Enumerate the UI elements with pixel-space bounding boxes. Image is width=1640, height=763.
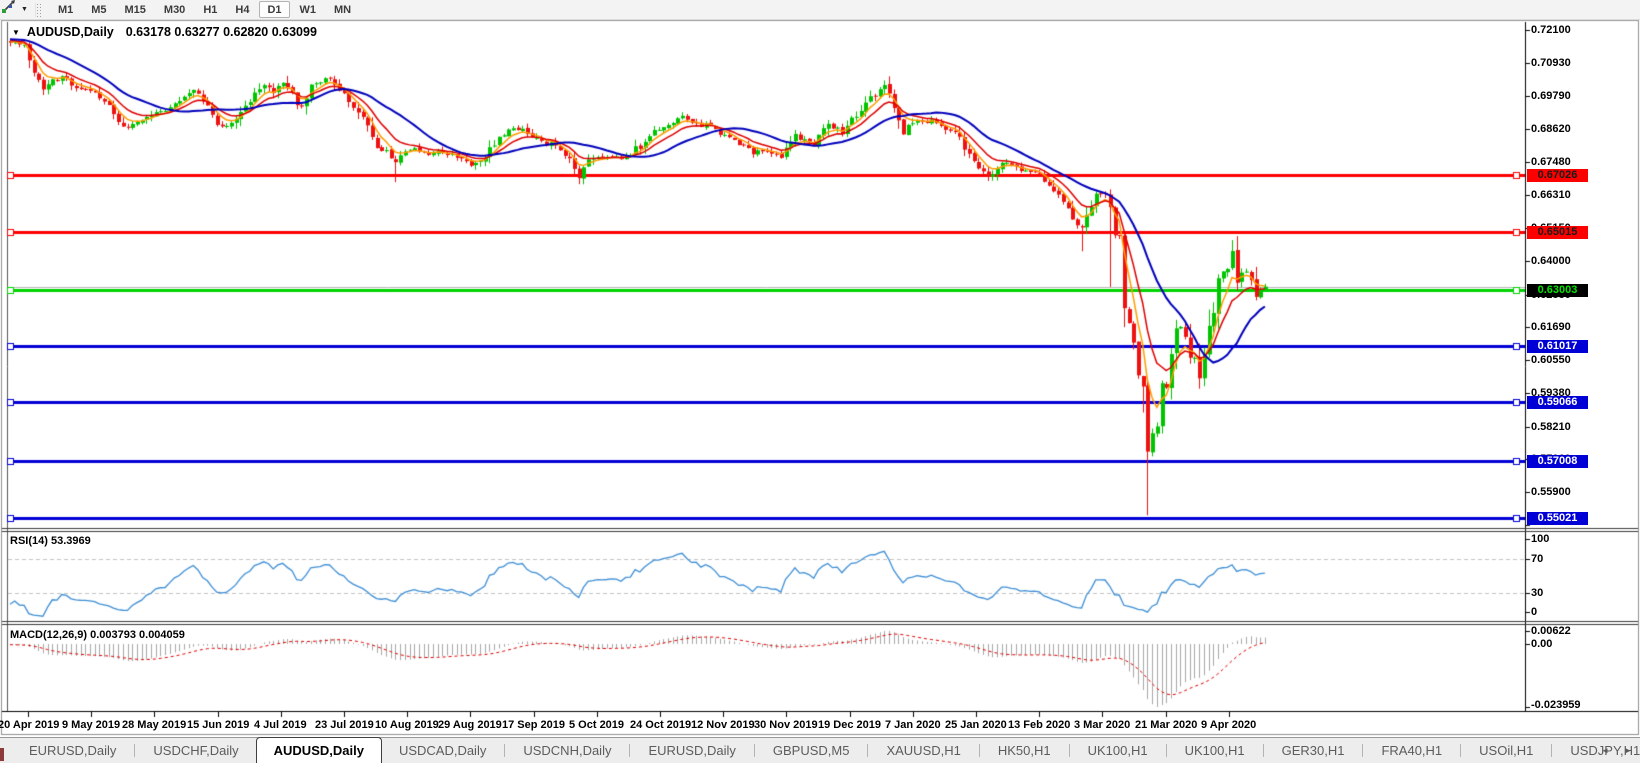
timeframe-button-w1[interactable]: W1: [299, 3, 317, 16]
tab-separator: [1165, 744, 1167, 757]
tab-separator: [978, 744, 980, 757]
date-axis-label: 5 Oct 2019: [569, 719, 625, 731]
tab-separator: [1551, 744, 1553, 757]
date-axis-label: 17 Sep 2019: [502, 719, 565, 731]
chart-cursor-icon: [1, 0, 17, 19]
chart-tab-eurusddaily[interactable]: EURUSD,Daily: [29, 743, 117, 758]
date-axis-label: 24 Oct 2019: [630, 719, 692, 731]
date-axis-label: 3 Mar 2020: [1074, 719, 1131, 731]
tab-separator: [1262, 744, 1264, 757]
chart-tab-fra40h1[interactable]: FRA40,H1: [1381, 743, 1443, 758]
price-axis-tick: 0.55900: [1531, 486, 1571, 499]
price-axis-tick: 0.61690: [1531, 321, 1571, 334]
price-axis-tick: 0.66310: [1531, 189, 1571, 202]
rsi-axis-tick: 70: [1531, 552, 1544, 565]
date-axis-label: 9 May 2019: [62, 719, 121, 731]
price-axis-tick: 0.69790: [1531, 89, 1571, 102]
timeframe-button-h1[interactable]: H1: [203, 3, 218, 16]
rsi-axis-tick: 100: [1531, 533, 1550, 545]
tab-separator: [867, 744, 869, 757]
chart-tab-audusddaily[interactable]: AUDUSD,Daily: [255, 737, 382, 763]
macd-indicator-label: MACD(12,26,9) 0.003793 0.004059: [10, 629, 185, 641]
hline-price-label: 0.55021: [1527, 511, 1588, 525]
chevron-down-icon[interactable]: ▼: [21, 6, 28, 13]
chart-tab-ger30h1[interactable]: GER30,H1: [1281, 743, 1345, 758]
chart-tab-uk100h1[interactable]: UK100,H1: [1184, 743, 1245, 758]
timeframe-button-m5[interactable]: M5: [91, 3, 107, 16]
tab-separator: [629, 744, 631, 757]
chart-tab-hk50h1[interactable]: HK50,H1: [997, 743, 1051, 758]
price-axis-tick: 0.68620: [1531, 123, 1571, 136]
date-axis-label: 30 Nov 2019: [754, 719, 818, 731]
chart-tab-uk100h1[interactable]: UK100,H1: [1087, 743, 1148, 758]
date-axis-label: 28 May 2019: [122, 719, 187, 731]
timeframes-toolbar: ▼ M1 M5 M15 M30 H1 H4 D1 W1 MN: [0, 0, 1640, 20]
chart-tab-usdchfdaily[interactable]: USDCHF,Daily: [153, 743, 239, 758]
date-axis-label: 21 Mar 2020: [1135, 719, 1198, 731]
timeframe-button-h4[interactable]: H4: [235, 3, 250, 16]
hline-price-label: 0.61017: [1527, 339, 1588, 353]
chart-tab-usoilh1[interactable]: USOil,H1: [1479, 743, 1534, 758]
timeframe-button-m15[interactable]: M15: [124, 3, 146, 16]
tab-scroll-arrows: ◄ ►: [1601, 746, 1632, 755]
chart-tabbar: EURUSD,Daily USDCHF,Daily AUDUSD,Daily USDC…: [0, 737, 1640, 763]
toolbar-grip: [34, 2, 43, 17]
timeframe-button-m30[interactable]: M30: [163, 3, 186, 16]
hline-price-label: 0.67026: [1527, 168, 1588, 182]
date-axis-label: 10 Aug 2019: [375, 719, 439, 731]
macd-axis-tick: 0.00622: [1531, 625, 1571, 637]
rsi-axis-tick: 30: [1531, 586, 1544, 599]
tab-scroll-left-icon[interactable]: ◄: [1601, 746, 1610, 755]
date-axis-label: 9 Apr 2020: [1201, 719, 1257, 731]
timeframe-button-mn[interactable]: MN: [334, 3, 352, 16]
date-axis-label: 25 Jan 2020: [945, 719, 1007, 731]
timeframe-button-d1[interactable]: D1: [259, 1, 290, 18]
price-axis-tick: 0.72100: [1531, 24, 1571, 36]
chart-tab-eurusddaily[interactable]: EURUSD,Daily: [648, 743, 736, 758]
chart-tab-usdjpyh1[interactable]: USDJPY,H1: [1570, 743, 1640, 758]
date-axis-label: 19 Dec 2019: [818, 719, 881, 731]
hline-price-label: 0.59066: [1527, 395, 1588, 409]
collapse-triangle-icon[interactable]: ▼: [12, 27, 20, 37]
tab-separator: [504, 744, 506, 757]
chart-ohlc-values: 0.63178 0.63277 0.62820 0.63099: [125, 25, 317, 39]
timeframe-button-m1[interactable]: M1: [57, 3, 74, 16]
chart-mode-button[interactable]: ▼: [0, 0, 30, 19]
rsi-indicator-label: RSI(14) 53.3969: [10, 535, 91, 547]
chart-tab-usdcaddaily[interactable]: USDCAD,Daily: [398, 743, 487, 758]
hline-price-label: 0.65015: [1527, 225, 1588, 239]
hline-price-label: 0.57008: [1527, 454, 1588, 468]
date-axis-label: 20 Apr 2019: [0, 719, 60, 731]
tab-scroll-right-icon[interactable]: ►: [1624, 746, 1632, 755]
tab-separator: [134, 744, 136, 757]
tab-separator: [1362, 744, 1364, 757]
rsi-axis-tick: 0: [1531, 606, 1538, 618]
date-axis-label: 29 Aug 2019: [438, 719, 502, 731]
tab-separator: [1068, 744, 1070, 757]
price-axis-tick: 0.58210: [1531, 420, 1571, 433]
chart-title: ▼ AUDUSD,Daily 0.63178 0.63277 0.62820 0…: [12, 25, 317, 39]
date-axis-label: 7 Jan 2020: [885, 719, 941, 731]
chart-tab-gbpusdm5[interactable]: GBPUSD,M5: [772, 743, 850, 758]
date-axis-label: 13 Feb 2020: [1008, 719, 1071, 731]
tab-separator: [753, 744, 755, 757]
price-axis-tick: 0.70930: [1531, 57, 1571, 70]
chart-tab-usdcnhdaily[interactable]: USDCNH,Daily: [523, 743, 612, 758]
macd-axis-tick: -0.023959: [1531, 699, 1581, 711]
price-axis-tick: 0.67480: [1531, 155, 1571, 168]
date-axis-label: 4 Jul 2019: [254, 719, 307, 731]
tab-separator: [1460, 744, 1462, 757]
price-axis-tick: 0.64000: [1531, 255, 1571, 268]
date-axis-label: 23 Jul 2019: [315, 719, 374, 731]
chart-symbol-period: AUDUSD,Daily: [26, 25, 114, 39]
chart-tab-xauusdh1[interactable]: XAUUSD,H1: [886, 743, 961, 758]
price-axis-tick: 0.60550: [1531, 353, 1571, 366]
hline-price-label: 0.63003: [1527, 283, 1588, 297]
macd-axis-tick: 0.00: [1531, 638, 1553, 650]
date-axis-label: 15 Jun 2019: [187, 719, 250, 731]
dock-grip: [0, 748, 4, 761]
date-axis-label: 12 Nov 2019: [691, 719, 755, 731]
